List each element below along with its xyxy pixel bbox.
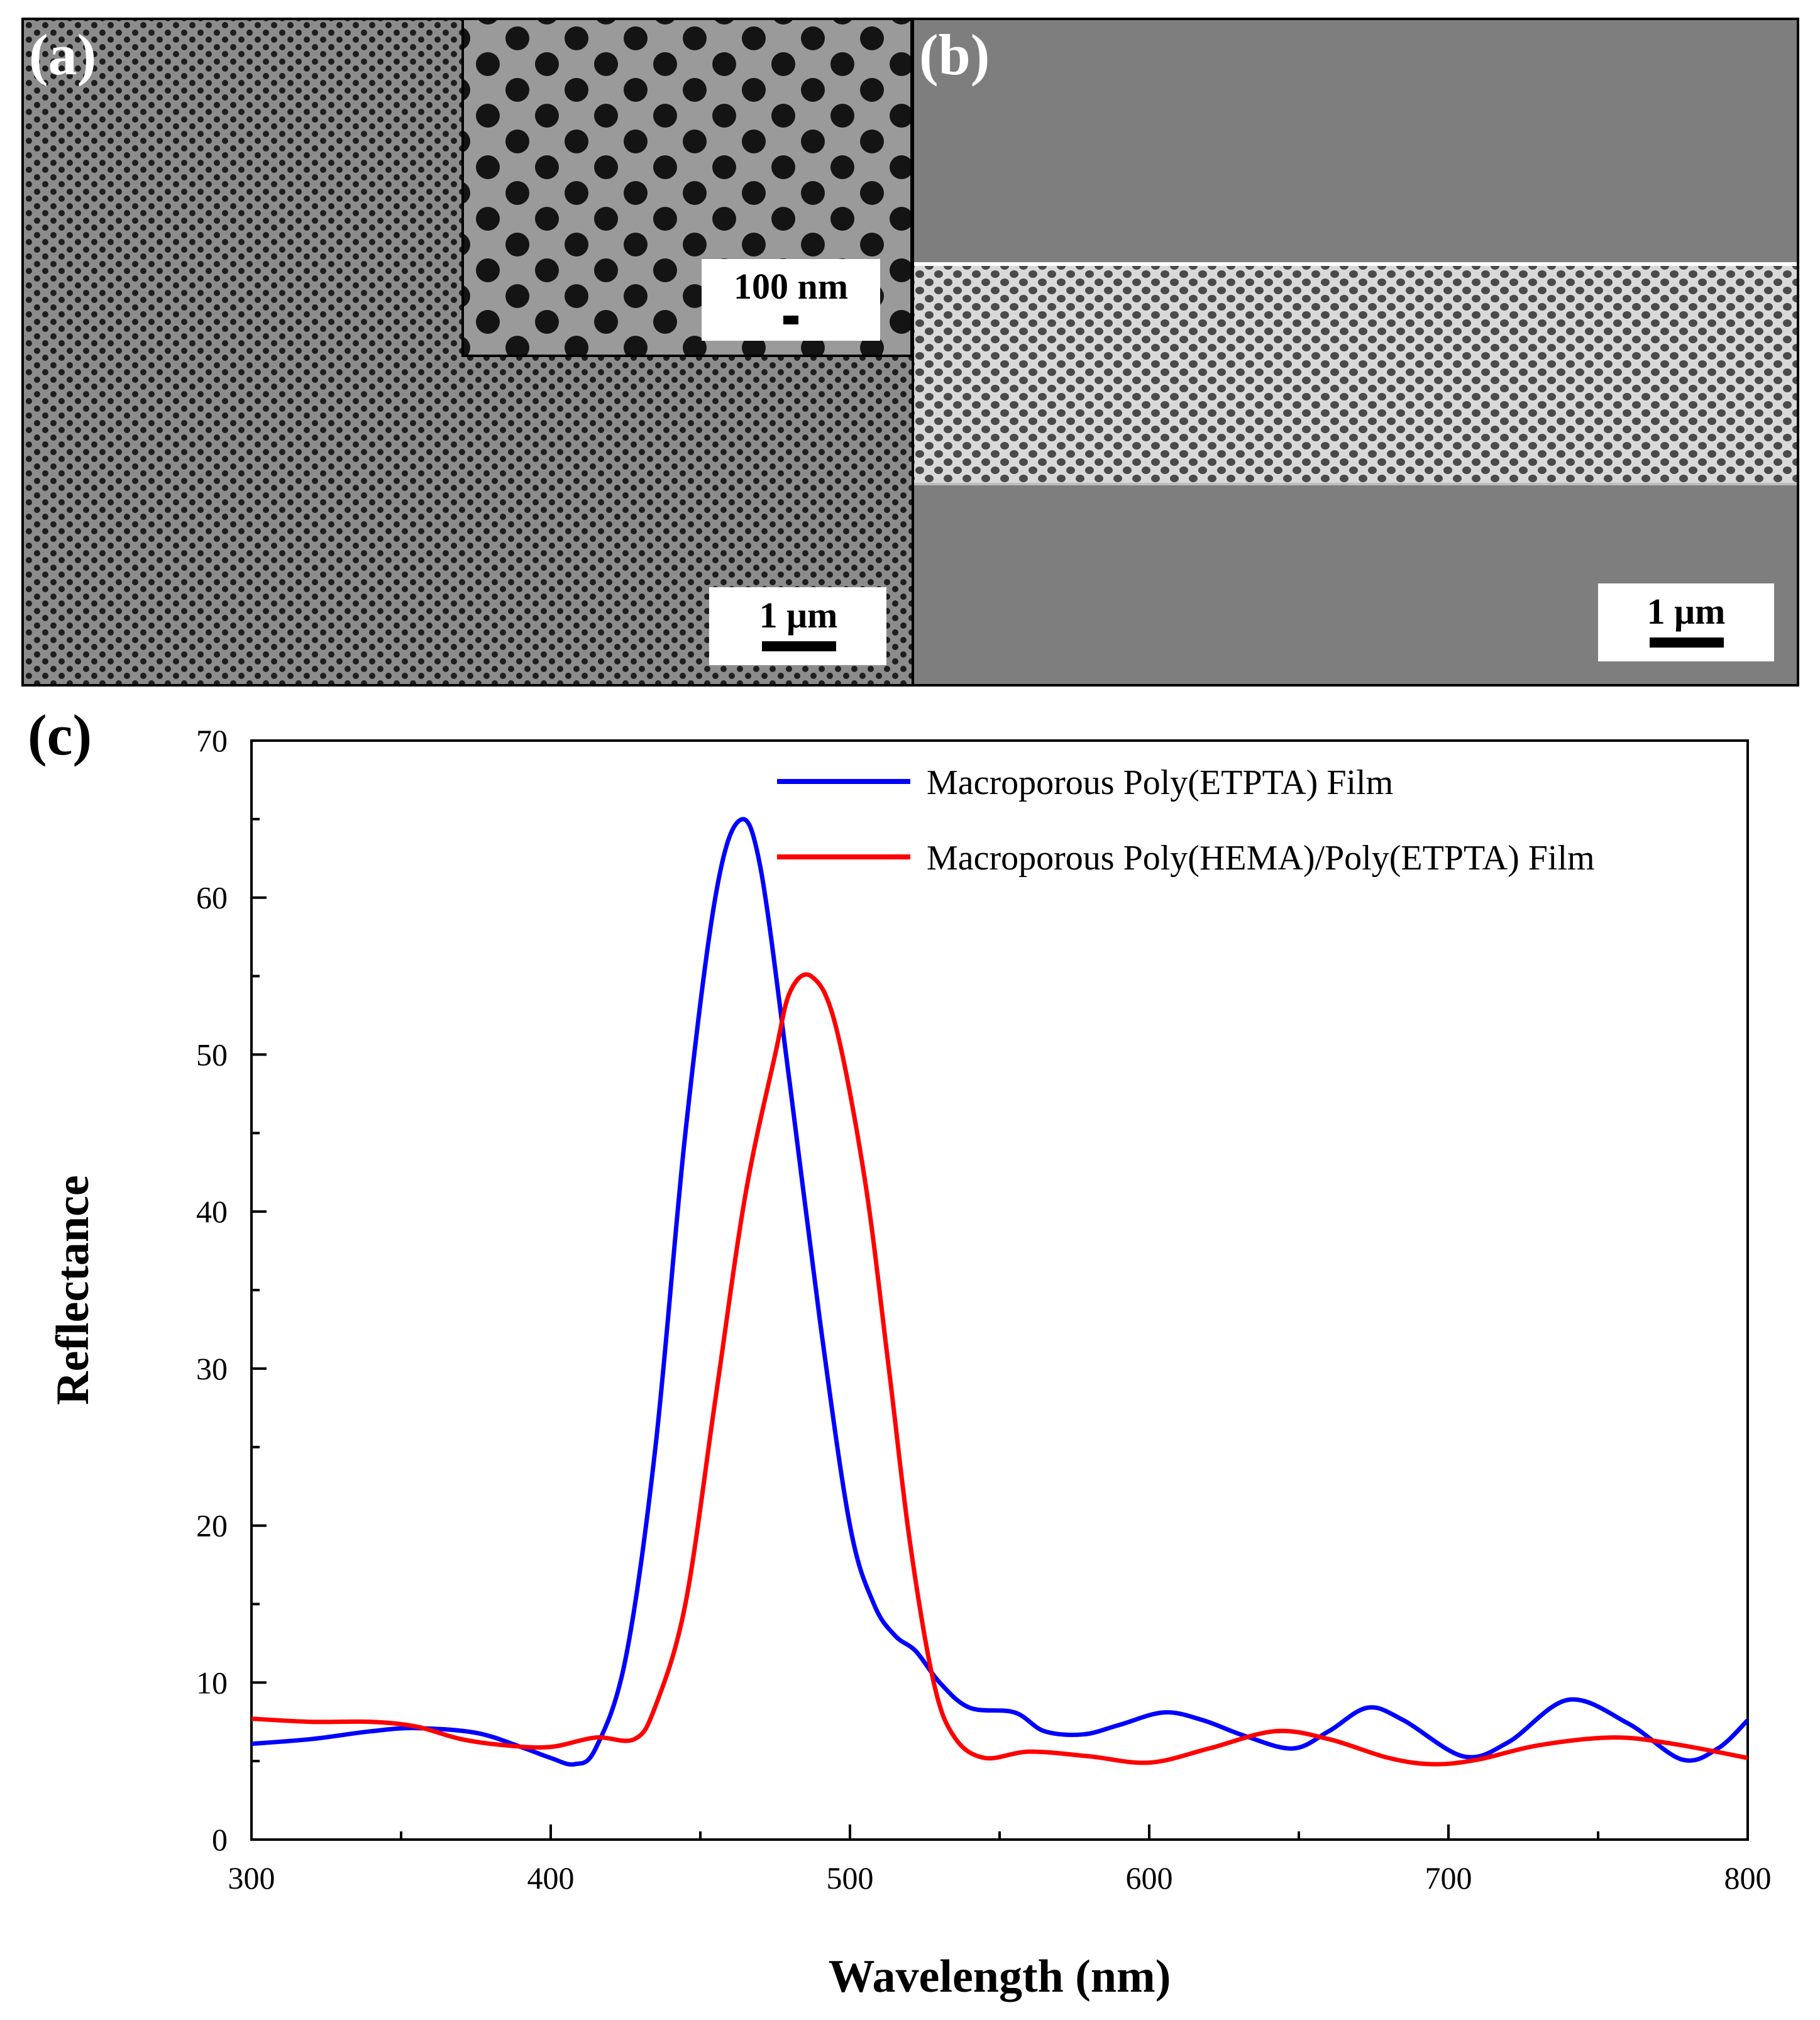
inset-scalebar [783,316,798,324]
inset-scalebar-box [702,259,880,341]
panel-c-label: (c) [28,703,92,767]
x-tick-label-300: 300 [228,1860,275,1896]
panel-a-scalebar-box [709,587,886,665]
panel-b-label: (b) [919,23,990,87]
panel-b-scalebar-label: 1 μm [1647,591,1726,632]
y-tick-label-70: 70 [196,723,228,758]
y-tick-label-50: 50 [196,1037,228,1072]
panel-a-label: (a) [29,23,96,87]
y-tick-label-30: 30 [196,1351,228,1386]
legend-label-etpta: Macroporous Poly(ETPTA) Film [927,763,1393,802]
y-tick-label-40: 40 [196,1194,228,1229]
series-line-0 [251,817,1748,1767]
legend-label-hema: Macroporous Poly(HEMA)/Poly(ETPTA) Film [927,839,1595,878]
x-tick-label-500: 500 [827,1860,874,1896]
reflectance-chart: 300 400 500 600 700 800 0 10 20 30 40 50 60 70 Wavele… [47,723,1772,2002]
x-tick-label-400: 400 [527,1860,575,1896]
panel-a-scalebar-label: 1 μm [759,595,838,636]
y-tick-label-60: 60 [196,880,228,915]
porous-film-cross-section [914,264,1797,484]
y-tick-label-0: 0 [212,1822,228,1857]
panel-a-scalebar [762,641,836,651]
axis-ticks: 300 400 500 600 700 800 0 10 20 30 40 50 60 70 [196,723,1772,1896]
panel-a-sem-image: 100 nm 1 μm (a) [21,18,914,687]
series-line-1 [251,972,1748,1767]
x-tick-label-700: 700 [1425,1860,1472,1896]
x-tick-label-800: 800 [1724,1860,1772,1896]
x-axis-title: Wavelength (nm) [829,1951,1171,2002]
legend: Macroporous Poly(ETPTA) Film Macroporous… [777,763,1595,878]
panel-b-scalebar [1650,637,1724,648]
x-tick-label-600: 600 [1126,1860,1173,1896]
plot-frame [250,739,1749,1841]
panel-b-scalebar-box [1598,583,1774,661]
inset-scalebar-label: 100 nm [734,266,848,307]
series-lines [251,817,1748,1767]
y-tick-label-20: 20 [196,1508,228,1543]
y-axis-title: Reflectance [47,1175,99,1405]
y-tick-label-10: 10 [196,1665,228,1700]
panel-b-sem-image: 1 μm (b) [912,18,1799,687]
